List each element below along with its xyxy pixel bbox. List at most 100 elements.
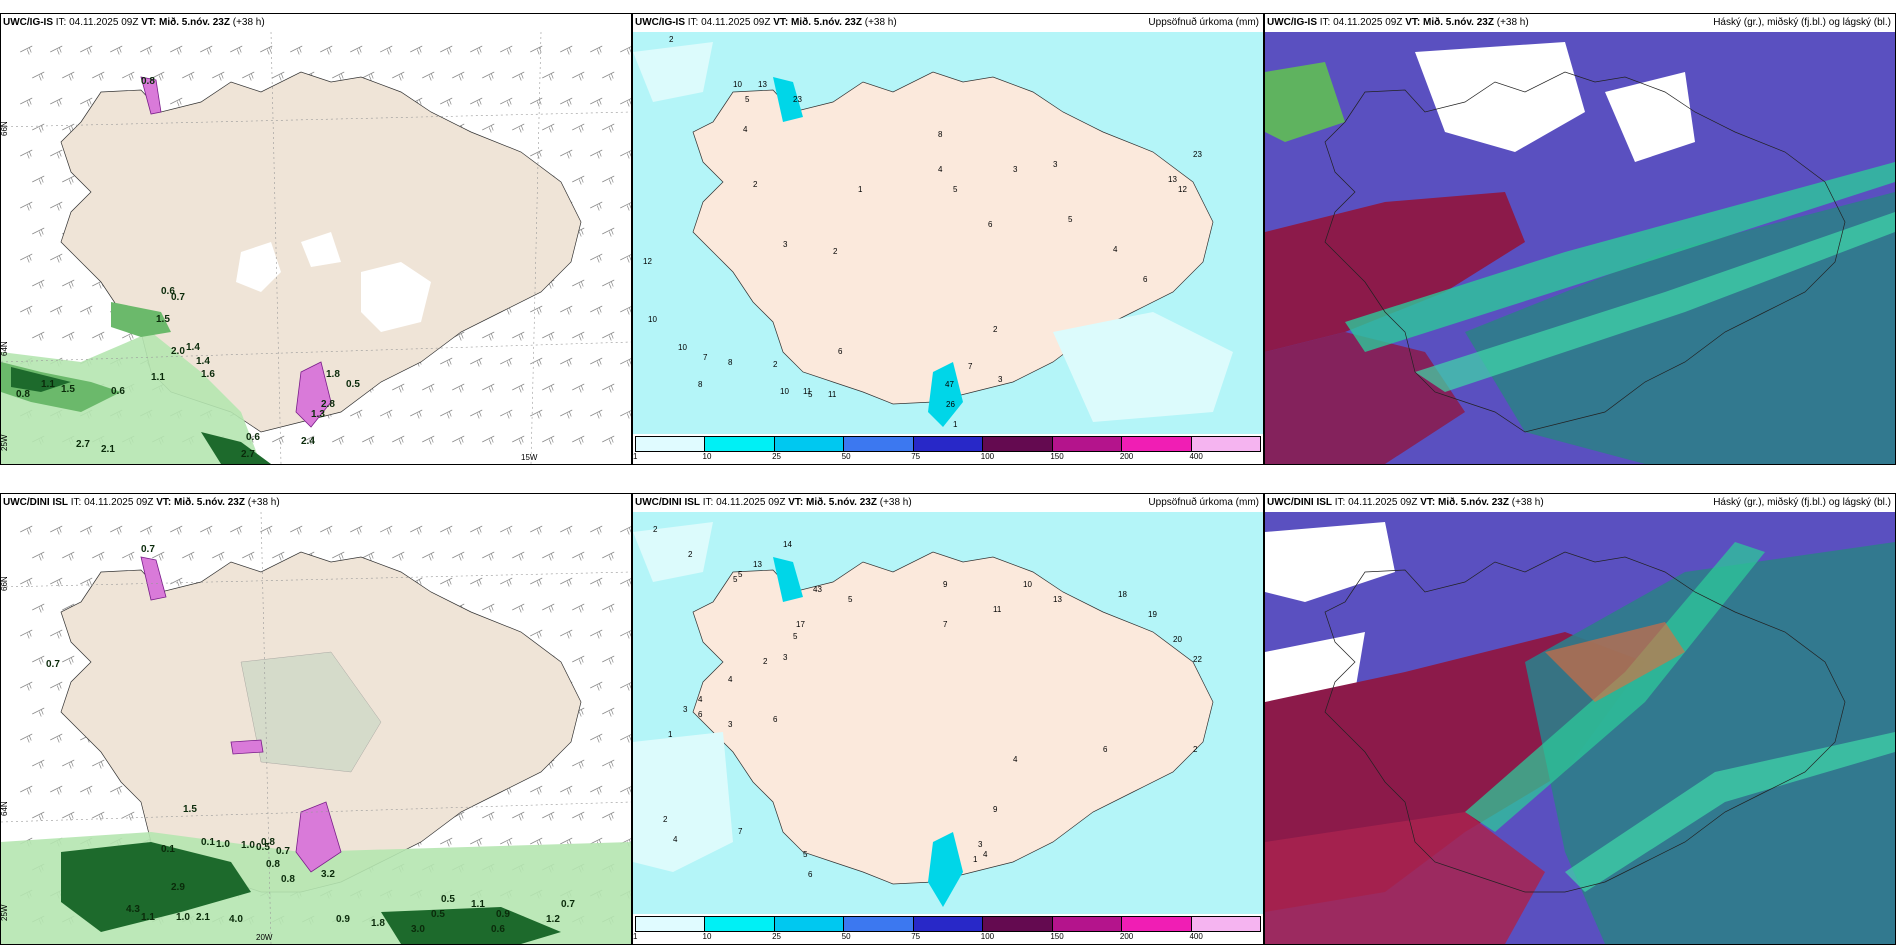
lon-label-15w: 15W: [521, 453, 538, 462]
wind-barb: [500, 97, 513, 107]
value-label: 1.6: [201, 369, 215, 380]
wind-barb: [560, 525, 573, 535]
value-label: 10: [648, 315, 657, 324]
legend-tick-label: 50: [841, 932, 851, 941]
wind-barb: [512, 71, 525, 81]
value-label: 2.8: [321, 399, 335, 410]
wind-barb: [242, 71, 255, 81]
precip-legend: 1 10 25 50 75 100 150 200 400: [633, 434, 1263, 464]
wind-barb: [80, 785, 93, 795]
value-label: 6: [1143, 275, 1148, 284]
green-band-dark: [381, 907, 561, 944]
wind-barb: [380, 525, 393, 535]
value-label: 2: [653, 525, 658, 534]
wind-barb: [590, 253, 603, 263]
legend-tick-label: 50: [841, 452, 851, 461]
legend-color-bar: [635, 916, 1261, 932]
value-label: 0.8: [141, 76, 155, 87]
wind-barb: [572, 123, 585, 133]
legend-swatch: [844, 917, 914, 931]
value-label: 1: [858, 185, 863, 194]
wind-barb: [440, 837, 453, 847]
value-label: 43: [813, 585, 822, 594]
it-label: IT:: [1319, 17, 1331, 28]
wind-barb: [482, 811, 495, 821]
precip-map: 10 13 23 5 4 2 2 10 12 10 7 8 8 5 2 6 10 11 11 3 47 26 7 1 2 4 5 8 3…: [633, 32, 1263, 434]
wind-barb: [32, 123, 45, 133]
wind-barb: [590, 357, 603, 367]
wind-barb: [32, 759, 45, 769]
light-precip: [1053, 312, 1233, 422]
value-label: 11: [993, 605, 1002, 614]
wind-barb: [50, 785, 63, 795]
value-label: 0.6: [491, 924, 505, 935]
legend-swatch: [1191, 437, 1260, 451]
value-label: 0.7: [141, 544, 155, 555]
wind-barb: [422, 71, 435, 81]
wind-barb: [170, 577, 183, 587]
low-cloud: [1265, 192, 1525, 352]
wind-barb: [560, 45, 573, 55]
value-label: 2.7: [76, 439, 90, 450]
model-name: UWC/DINI ISL: [1267, 497, 1332, 508]
glacier: [301, 232, 341, 267]
clear-area: [1415, 42, 1585, 152]
value-label: 18: [1118, 590, 1127, 599]
lat-label-64n: 64N: [1, 801, 9, 816]
legend-swatch: [913, 917, 984, 931]
green-nw: [1265, 62, 1345, 142]
wind-barb: [152, 551, 165, 561]
wind-barb: [470, 45, 483, 55]
legend-tick-label: 25: [772, 452, 782, 461]
it-label: IT:: [70, 497, 82, 508]
value-label: 8: [938, 130, 943, 139]
value-label: 13: [753, 560, 762, 569]
wind-barb: [182, 71, 195, 81]
green-band-dark: [61, 842, 251, 932]
wind-barb: [620, 682, 631, 691]
green-band-dark: [11, 367, 71, 392]
wind-barb: [512, 811, 525, 821]
low-cloud: [1265, 332, 1465, 464]
value-label: 6: [698, 710, 703, 719]
value-label: 3: [978, 840, 983, 849]
value-label: 6: [988, 220, 993, 229]
wind-barb: [572, 551, 585, 561]
wind-barb: [500, 357, 513, 367]
wind-barb: [20, 629, 33, 639]
wind-barb: [560, 97, 573, 107]
wind-barb: [32, 71, 45, 81]
wind-barb: [260, 45, 273, 55]
value-label: 10: [1023, 580, 1032, 589]
wind-barb: [470, 409, 483, 419]
value-label: 5: [738, 570, 743, 579]
model-name: UWC/DINI ISL: [3, 497, 68, 508]
wind-barb: [50, 629, 63, 639]
wind-barb: [50, 681, 63, 691]
value-label: 1.4: [196, 356, 210, 367]
legend-tick-label: 1: [633, 932, 638, 941]
wind-barb: [80, 305, 93, 315]
wind-barb: [470, 525, 483, 535]
legend-swatch: [636, 437, 706, 451]
wind-barb: [560, 357, 573, 367]
magenta-patch: [295, 361, 332, 428]
wind-barb: [470, 837, 483, 847]
it-value: 04.11.2025 09Z: [701, 17, 771, 28]
wind-barb: [572, 759, 585, 769]
panel-header: UWC/DINI ISL IT: 04.11.2025 09Z VT: Mið.…: [1265, 494, 1895, 512]
wind-barb: [260, 525, 273, 535]
value-label: 10: [678, 343, 687, 352]
wind-barb: [320, 45, 333, 55]
value-label: 7: [703, 353, 708, 362]
iceland-outline: [1324, 71, 1846, 433]
value-label: 26: [946, 400, 955, 409]
wind-barb: [302, 435, 315, 445]
wind-barb: [560, 577, 573, 587]
high-cloud-band: [1345, 162, 1895, 352]
wind-barb: [560, 629, 573, 639]
value-label: 1: [973, 855, 978, 864]
value-label: 12: [643, 257, 652, 266]
value-label: 2.7: [241, 449, 255, 460]
precip-map: 2 2 14 5 13 5 43 17 5 3 2 4 6 4 3 6 5 9 7 11 10 13 18 19 20 22 9 4 3…: [633, 512, 1263, 914]
